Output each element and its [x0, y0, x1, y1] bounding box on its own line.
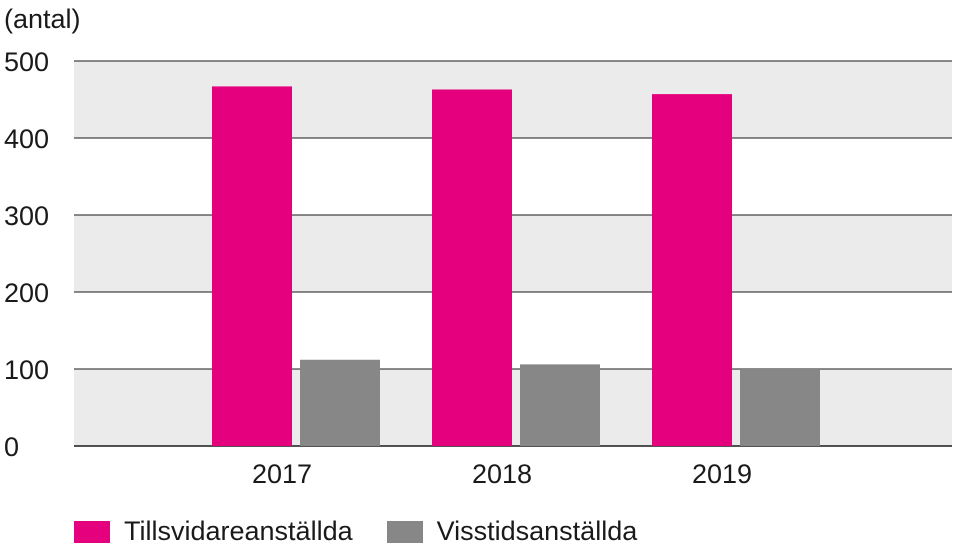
legend-label-visstids: Visstidsanställda: [436, 516, 638, 546]
y-tick-label: 300: [4, 201, 49, 231]
x-tick-label: 2019: [692, 459, 752, 489]
legend-swatch-tillsvidare: [74, 520, 110, 543]
bar-visstids-2017: [300, 359, 380, 446]
bar-visstids-2018: [520, 364, 600, 446]
legend-item-visstids: Visstidsanställda: [386, 516, 638, 546]
plot-band: [74, 292, 952, 369]
bar-tillsvidare-2018: [432, 89, 512, 447]
y-tick-label: 0: [4, 432, 19, 462]
y-axis-unit-label: (antal): [4, 4, 81, 34]
bar-tillsvidare-2019: [652, 94, 732, 447]
x-tick-label: 2017: [252, 459, 312, 489]
y-tick-label: 400: [4, 124, 49, 154]
plot-band: [74, 138, 952, 215]
legend-swatch-visstids: [386, 520, 423, 543]
x-axis: 2017 2018 2019: [252, 459, 752, 489]
bar-tillsvidare-2017: [212, 86, 292, 446]
legend-label-tillsvidare: Tillsvidareanställda: [124, 516, 353, 546]
plot-band: [74, 369, 952, 446]
y-tick-label: 100: [4, 355, 49, 385]
legend: Tillsvidareanställda Visstidsanställda: [74, 518, 671, 545]
y-tick-label: 200: [4, 278, 49, 308]
bar-visstids-2019: [740, 369, 820, 446]
plot-background: [74, 61, 952, 446]
y-tick-label: 500: [4, 47, 49, 77]
x-tick-label: 2018: [472, 459, 532, 489]
bars: [212, 86, 820, 447]
plot-band: [74, 215, 952, 292]
plot-band: [74, 61, 952, 138]
legend-item-tillsvidare: Tillsvidareanställda: [74, 518, 353, 545]
y-axis: 0 100 200 300 400 500: [4, 47, 49, 462]
